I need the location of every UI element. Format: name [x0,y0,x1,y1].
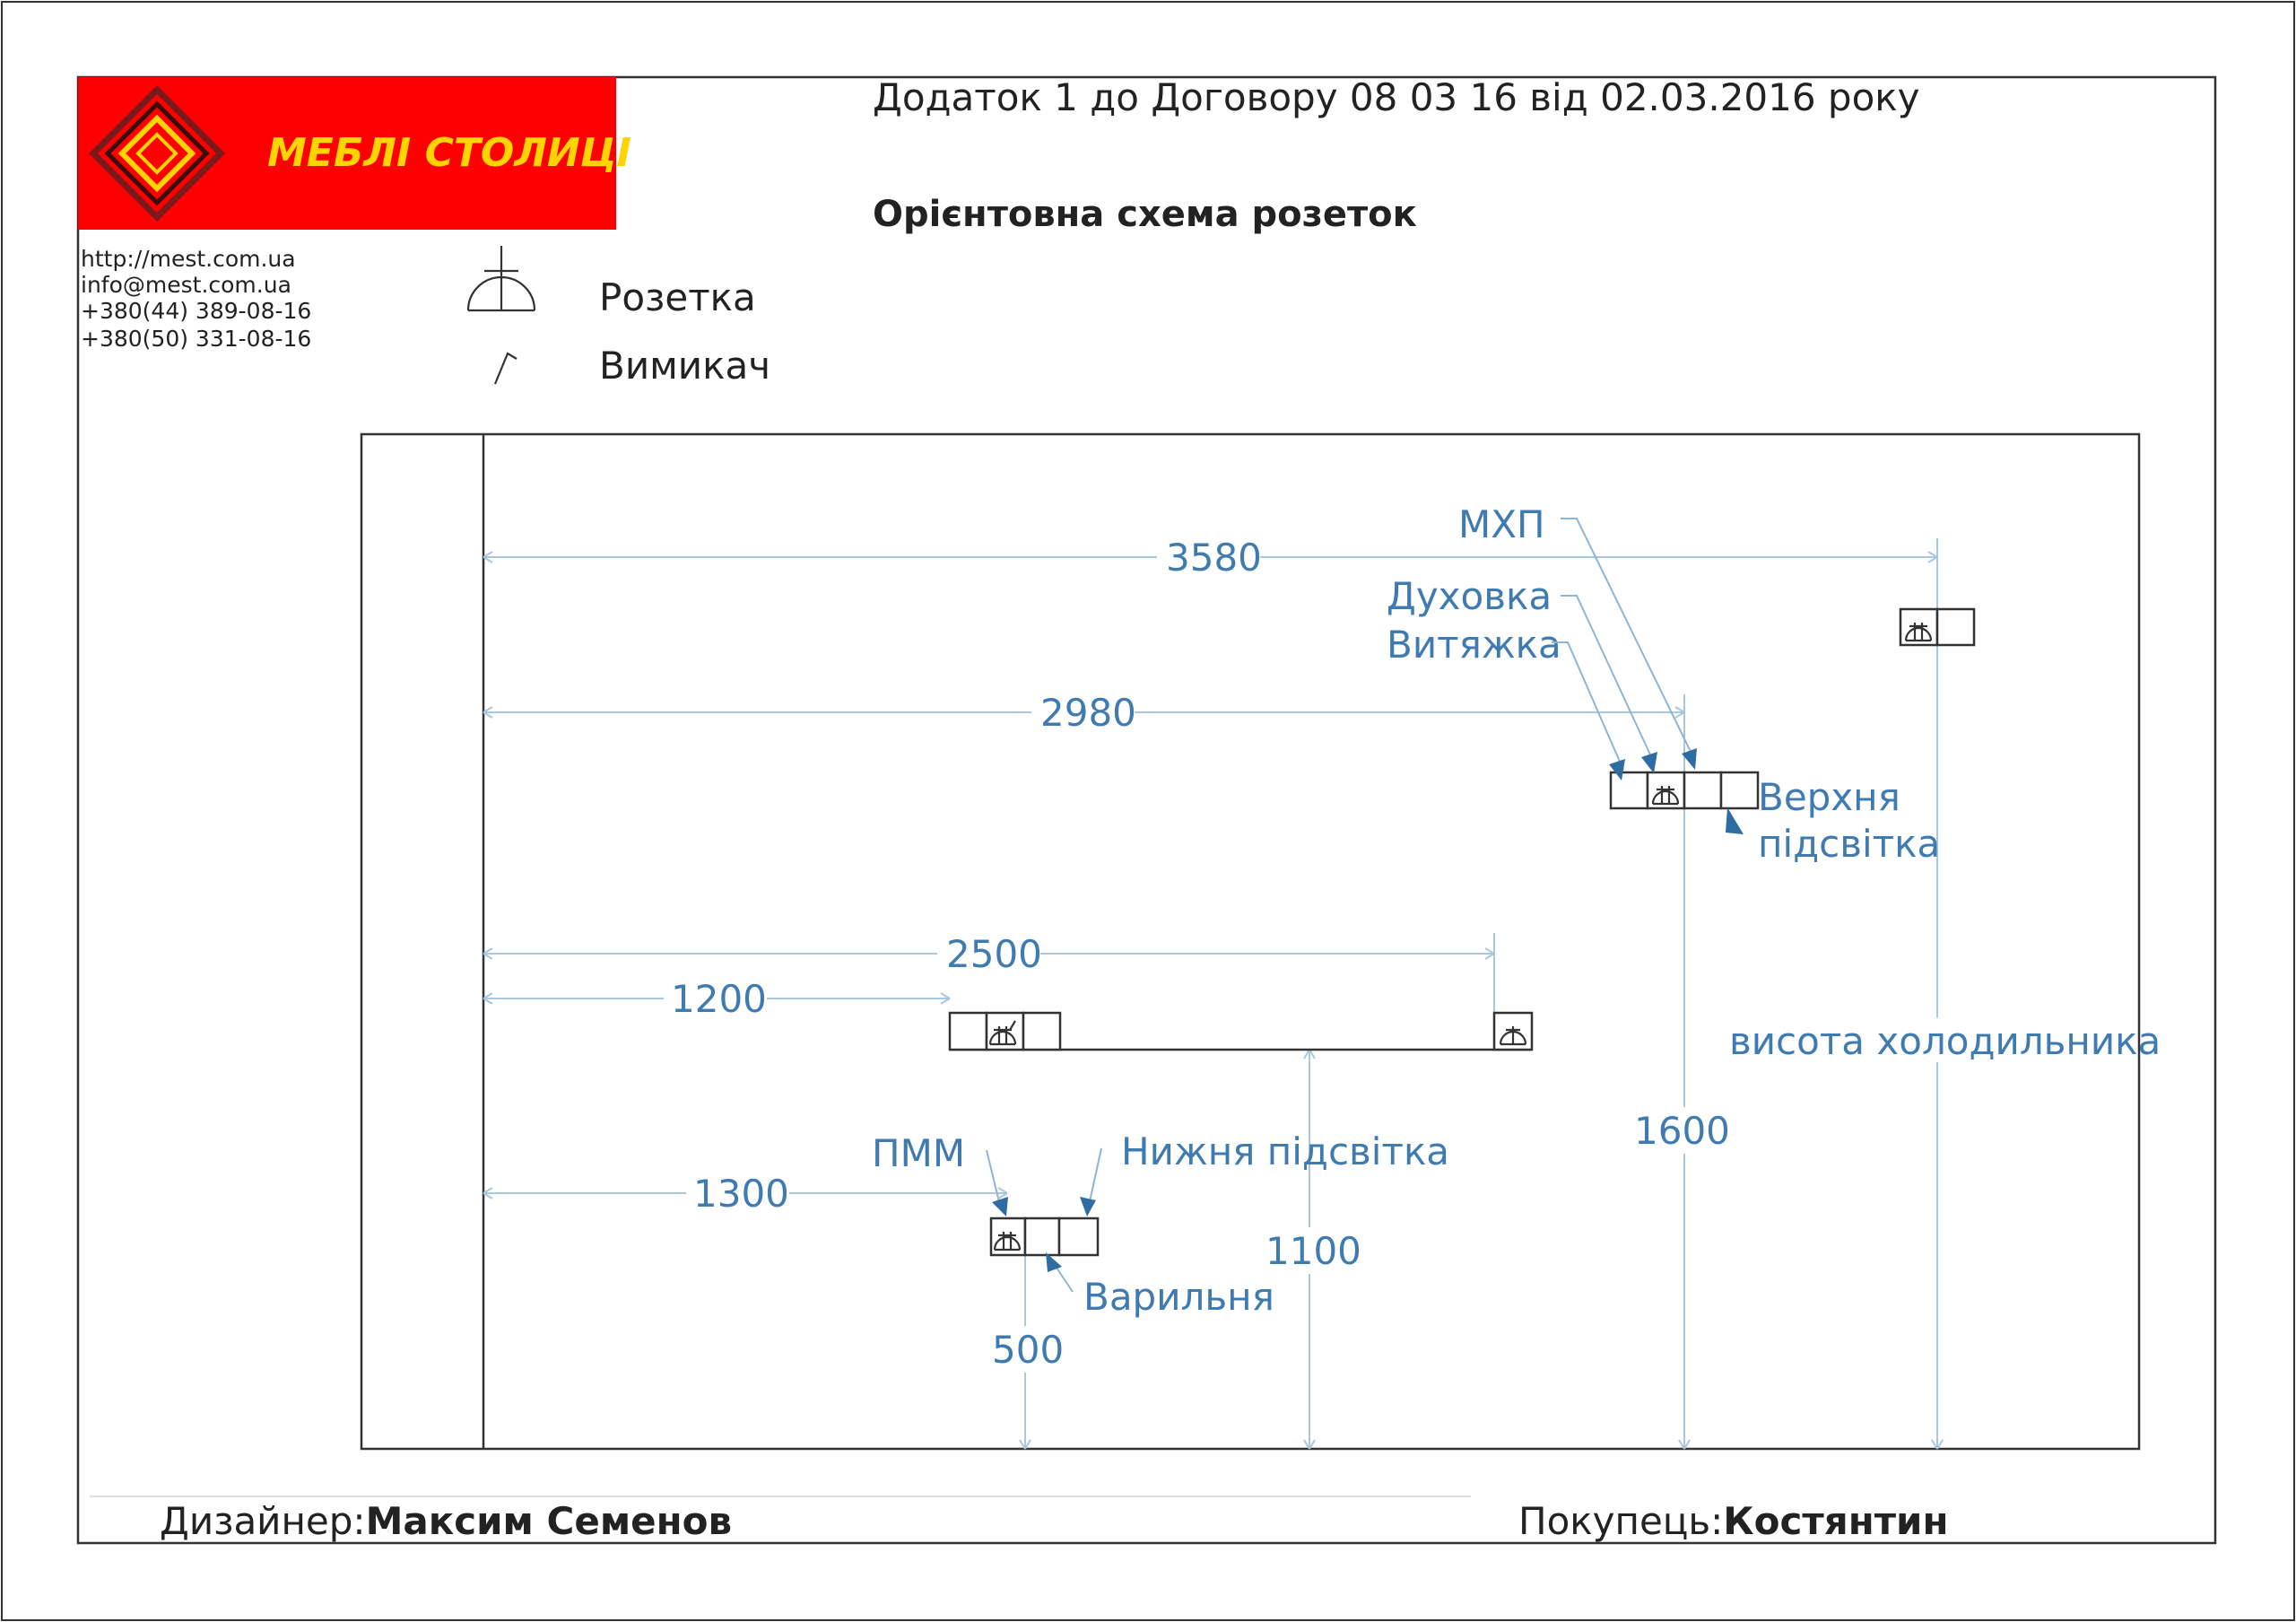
label-lower-light: Нижня підсвітка [1121,1129,1449,1173]
dimension-500-label: 500 [992,1328,1064,1372]
dimension-3580-label: 3580 [1166,536,1262,580]
dimension-fridge-height-label: висота холодильника [1729,1019,2161,1063]
dimension-1200: 1200 [483,975,951,1022]
contact-website: http://mest.com.ua [81,246,296,272]
page-title: Орієнтовна схема розеток [873,194,1417,235]
dimension-3580: 3580 [483,534,1938,580]
label-mkhp: МХП [1458,502,1545,546]
dimension-1100-label: 1100 [1265,1229,1361,1273]
dimension-1600-label: 1600 [1634,1109,1730,1153]
logo-brand-text: МЕБЛІ СТОЛИЦІ [267,130,631,176]
countertop-socket-block [948,1011,1062,1051]
dimension-2980: 2980 [483,689,1685,745]
dimension-fridge-height: висота холодильника [1726,538,2161,1450]
drawing-frame [76,75,2217,1545]
dimension-1100: 1100 [1260,1049,1363,1450]
label-hob: Варильня [1083,1275,1274,1319]
switch-symbol-icon [493,352,517,385]
dimension-1200-label: 1200 [671,977,767,1021]
fridge-socket-block [1899,607,1976,647]
countertop-socket-right [1492,1011,1534,1051]
label-oven: Духовка [1387,574,1552,618]
lower-socket-block [989,1216,1100,1257]
legend-socket-label: Розетка [599,275,756,319]
dimension-1600: 1600 [1629,745,1736,1450]
wall-outline [360,432,2141,1451]
upper-leaders [1552,518,1744,834]
buyer-name: Костянтин [1723,1499,1948,1543]
label-upper-light-1: Верхня [1758,775,1900,819]
lower-leaders [986,1147,1102,1293]
dimension-2980-label: 2980 [1040,691,1136,735]
buyer-text: Покупець:Костянтин [1518,1499,1949,1543]
label-hood: Витяжка [1387,623,1561,667]
company-logo: МЕБЛІ СТОЛИЦІ [78,77,631,230]
dimension-500: 500 [987,1256,1067,1450]
label-upper-light-2: підсвітка [1758,822,1940,866]
dimension-1300-label: 1300 [693,1172,789,1216]
dimension-1300: 1300 [483,1170,1008,1216]
dimension-2500: 2500 [483,930,1495,1012]
upper-socket-block [1609,771,1760,810]
buyer-label: Покупець: [1518,1499,1723,1543]
label-dishwasher: ПММ [872,1131,965,1175]
dimension-2500-label: 2500 [946,932,1042,976]
appendix-text: Додаток 1 до Договору 08 03 16 від 02.03… [873,75,1920,119]
contact-email: info@mest.com.ua [81,272,291,298]
designer-label: Дизайнер: [160,1499,366,1543]
designer-name: Максим Семенов [366,1499,733,1543]
designer-text: Дизайнер:Максим Семенов [160,1499,732,1543]
socket-symbol-icon [466,246,536,312]
legend-switch-label: Вимикач [599,344,770,388]
logo-emblem-icon [89,85,225,222]
contact-phone-1: +380(44) 389-08-16 [81,298,311,324]
contact-phone-2: +380(50) 331-08-16 [81,326,311,352]
